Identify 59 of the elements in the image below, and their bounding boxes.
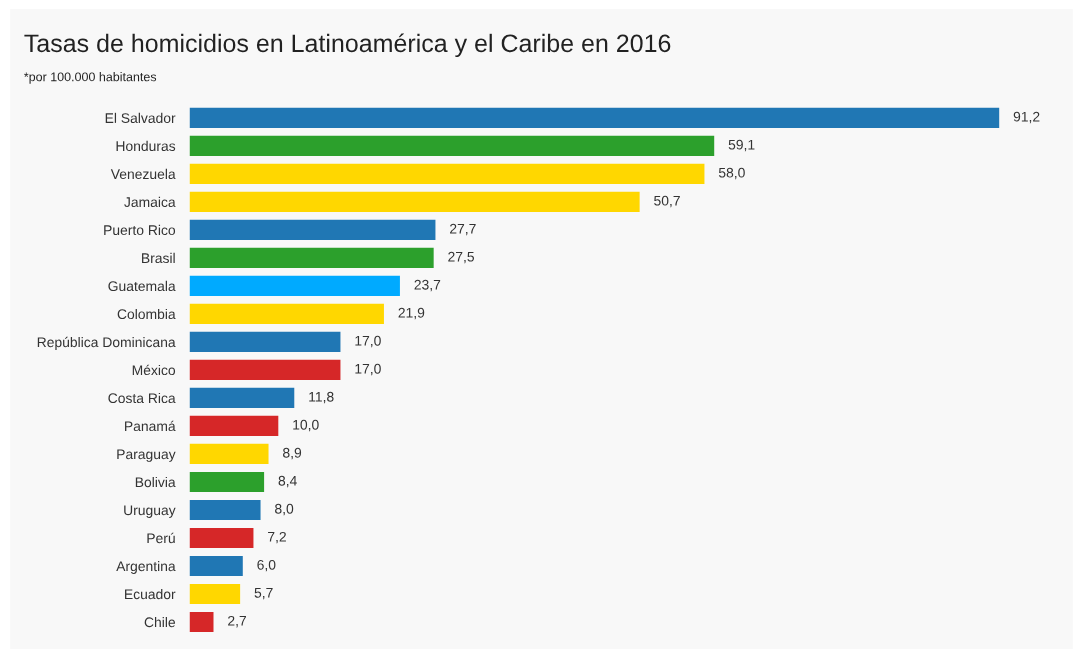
y-tick-label: Bolivia xyxy=(135,476,176,488)
data-label: 23,7 xyxy=(414,279,441,292)
bar xyxy=(189,611,214,633)
y-tick-label: Argentina xyxy=(116,560,176,574)
y-tick-label: Colombia xyxy=(117,308,176,320)
bar xyxy=(189,191,640,212)
y-tick-label: Puerto Rico xyxy=(104,224,176,236)
y-tick-label: Chile xyxy=(144,616,176,628)
y-tick-label: Honduras xyxy=(116,140,176,152)
data-label: 7,2 xyxy=(268,531,286,544)
y-tick-label: Brasil xyxy=(142,252,175,264)
bar xyxy=(189,135,715,156)
data-label: 10,0 xyxy=(293,419,319,432)
y-tick-label: Panamá xyxy=(125,420,176,432)
data-label: 58,0 xyxy=(718,167,745,180)
y-tick-label: Jamaica xyxy=(124,196,176,208)
y-tick-label: Guatemala xyxy=(108,280,176,292)
y-tick-label: República Dominicana xyxy=(37,336,176,350)
bar xyxy=(189,275,400,296)
data-label: 6,0 xyxy=(257,559,276,572)
data-label: 27,5 xyxy=(448,251,475,264)
bar xyxy=(189,303,384,324)
bar xyxy=(189,583,241,605)
bar xyxy=(189,219,436,240)
bar xyxy=(189,163,705,184)
data-label: 17,0 xyxy=(355,363,381,376)
bar xyxy=(189,331,341,352)
bar xyxy=(189,247,434,268)
y-tick-label: El Salvador xyxy=(105,112,176,124)
data-label: 27,7 xyxy=(450,223,476,236)
chart-subtitle: *por 100.000 habitantes xyxy=(24,72,157,84)
bar xyxy=(189,471,265,493)
y-tick-label: Venezuela xyxy=(110,168,176,180)
y-tick-label: Costa Rica xyxy=(108,392,176,404)
bar xyxy=(189,499,261,521)
data-label: 5,7 xyxy=(254,588,273,600)
data-label: 11,8 xyxy=(309,391,334,404)
bar xyxy=(189,387,295,409)
data-label: 21,9 xyxy=(398,307,425,320)
data-label: 50,7 xyxy=(654,195,680,208)
y-tick-label: Uruguay xyxy=(124,505,176,518)
data-label: 8,4 xyxy=(278,475,297,488)
y-tick-label: Paraguay xyxy=(117,449,176,462)
data-label: 2,7 xyxy=(228,615,246,628)
y-tick-label: Ecuador xyxy=(125,588,176,600)
bar xyxy=(189,359,341,381)
data-label: 17,0 xyxy=(355,335,381,348)
data-label: 8,9 xyxy=(283,447,302,460)
bar xyxy=(189,107,1000,128)
bar xyxy=(189,443,269,465)
data-label: 8,0 xyxy=(275,503,294,516)
y-tick-label: Perú xyxy=(147,532,175,544)
data-label: 59,1 xyxy=(728,139,755,152)
chart-title: Tasas de homicidios en Latinoamérica y el Caribe en 2016 xyxy=(24,33,671,58)
data-label: 91,2 xyxy=(1013,111,1040,124)
bar xyxy=(189,415,279,437)
bar xyxy=(189,527,254,549)
bar xyxy=(189,555,243,577)
y-tick-label: México xyxy=(132,364,176,376)
